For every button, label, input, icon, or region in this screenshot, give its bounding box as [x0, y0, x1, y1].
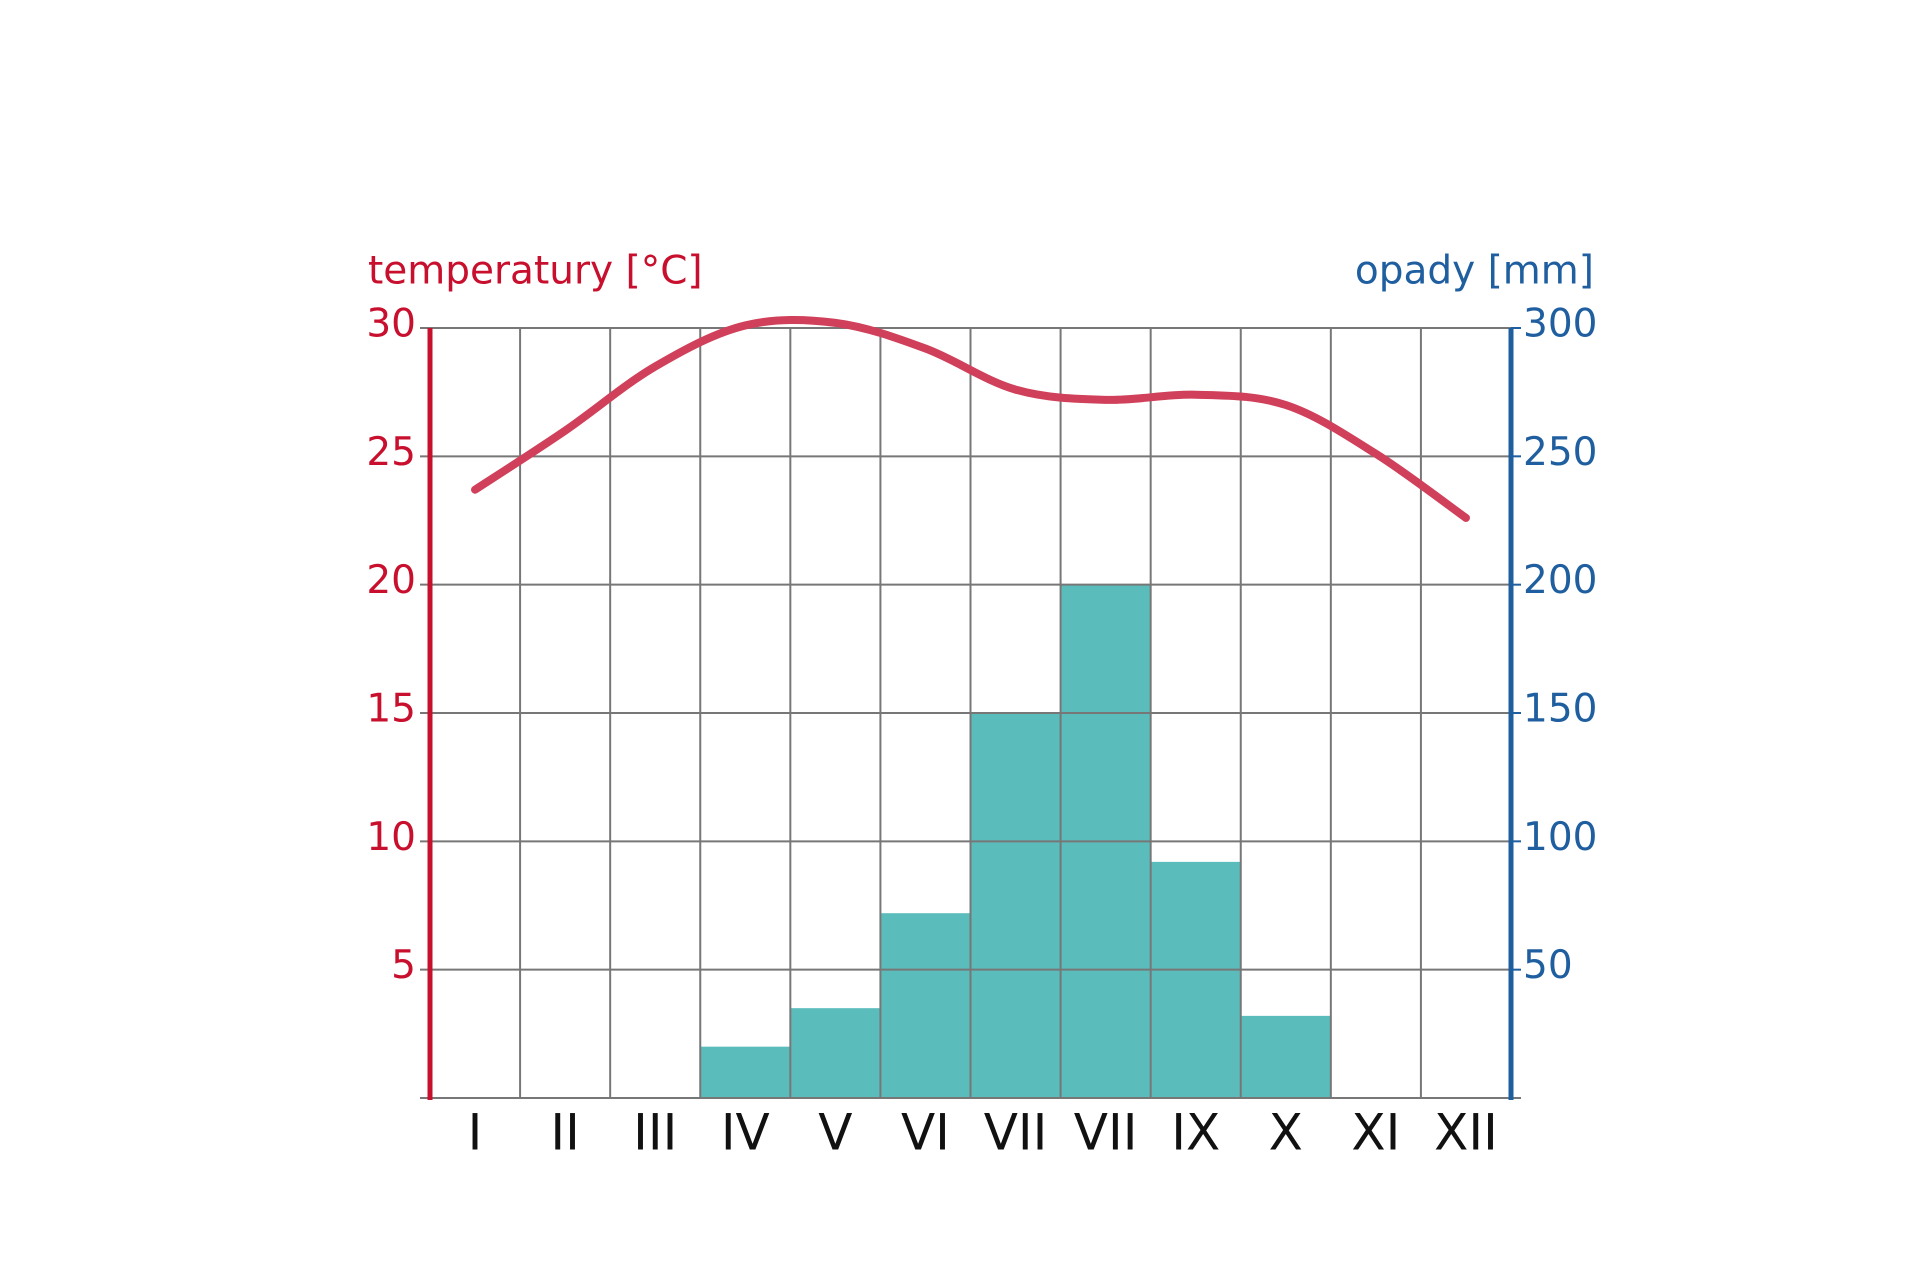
y2-tick-label: 50: [1523, 943, 1573, 988]
x-tick-label: XI: [1351, 1104, 1400, 1162]
x-tick-label: V: [818, 1104, 852, 1162]
bar: [1150, 861, 1241, 1098]
x-tick-label: VII: [984, 1104, 1048, 1162]
x-tick-label: I: [468, 1104, 483, 1162]
y2-axis-title: opady [mm]: [1355, 249, 1594, 294]
x-tick-label: IX: [1171, 1104, 1220, 1162]
x-tick-label: XII: [1434, 1104, 1498, 1162]
bar: [970, 713, 1061, 1098]
bar: [880, 913, 971, 1098]
x-tick-label: X: [1269, 1104, 1303, 1162]
y-tick-label: 20: [366, 558, 416, 603]
x-tick-label: VII: [1074, 1104, 1138, 1162]
x-tick-label: III: [633, 1104, 677, 1162]
y2-tick-label: 200: [1523, 558, 1597, 603]
y2-tick-label: 150: [1523, 687, 1597, 732]
y-tick-label: 15: [366, 687, 416, 732]
x-tick-label: VI: [901, 1104, 950, 1162]
y-axis-title: temperatury [°C]: [368, 249, 703, 294]
temperature-line: [471, 315, 1470, 522]
y-tick-label: 25: [366, 430, 416, 475]
y2-tick-label: 300: [1523, 302, 1597, 347]
y2-tick-label: 250: [1523, 430, 1597, 475]
y2-tick-label: 100: [1523, 815, 1597, 860]
bar: [790, 1008, 881, 1098]
y-tick-label: 30: [366, 302, 416, 347]
bar: [700, 1046, 791, 1098]
x-tick-label: II: [550, 1104, 580, 1162]
x-tick-label: IV: [721, 1104, 770, 1162]
y-tick-label: 10: [366, 815, 416, 860]
bar: [1240, 1015, 1331, 1098]
y-tick-label: 5: [391, 943, 416, 988]
